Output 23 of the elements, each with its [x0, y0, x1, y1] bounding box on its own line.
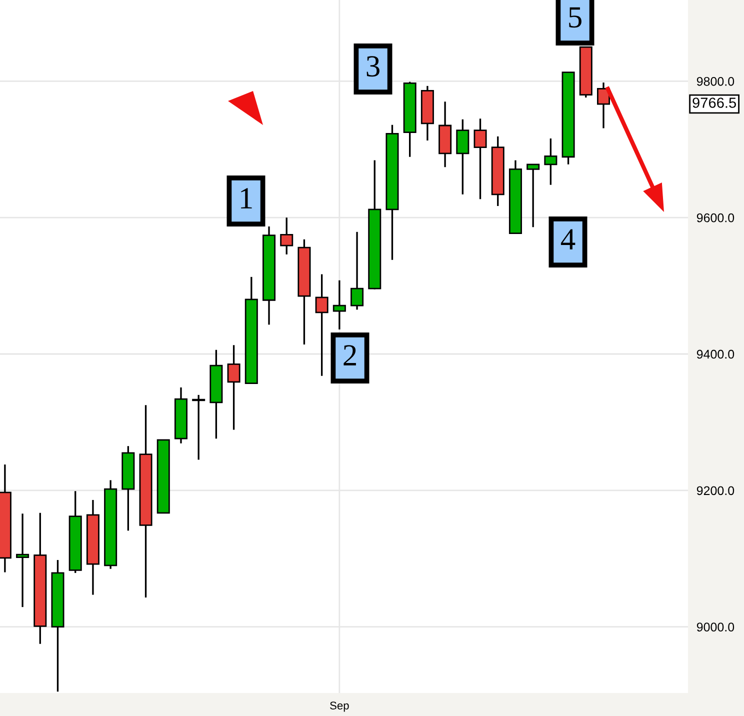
- candlestick: [544, 138, 558, 186]
- candlestick: [350, 231, 364, 310]
- annotation: 4: [560, 229, 576, 250]
- annotation: 3: [366, 56, 380, 77]
- candlestick: [315, 273, 328, 377]
- annotation: 5: [569, 7, 582, 28]
- candlestick: [456, 118, 470, 196]
- candlestick: [332, 280, 346, 330]
- text: 9766.5: [692, 98, 736, 108]
- y-tick-label: 9000.0: [696, 622, 734, 632]
- annotation: 2: [344, 345, 356, 366]
- candlestick: [526, 164, 540, 228]
- candlestick: [474, 118, 487, 200]
- y-tick-label: 9600.0: [696, 213, 734, 222]
- candlestick: [192, 394, 206, 461]
- y-tick-label: 9400.0: [696, 350, 734, 359]
- y-tick-label: 9800.0: [696, 76, 734, 86]
- candlestick: [16, 512, 30, 608]
- annotation: 1: [241, 188, 252, 208]
- y-tick-label: 9200.0: [696, 486, 734, 496]
- candlestick: [280, 216, 294, 256]
- candlestick: [227, 344, 240, 431]
- x-tick-label: Sep: [330, 702, 349, 712]
